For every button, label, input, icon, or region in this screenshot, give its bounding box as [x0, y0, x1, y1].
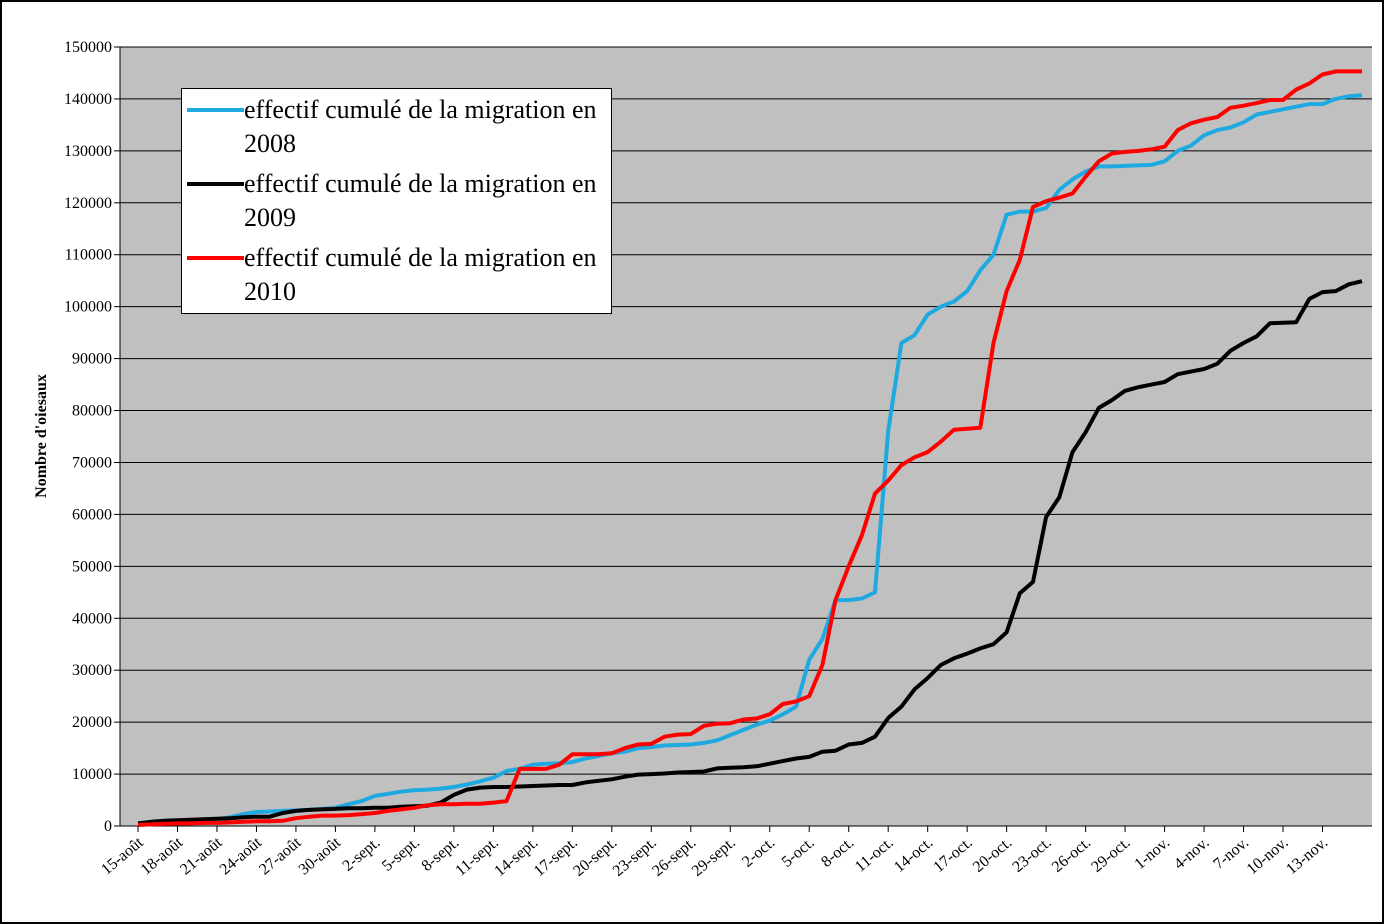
y-tick-label: 50000 — [72, 558, 112, 575]
y-tick-label: 130000 — [64, 143, 112, 160]
y-tick-label: 70000 — [72, 454, 112, 471]
y-tick-label: 20000 — [72, 714, 112, 731]
series-line — [137, 69, 1362, 827]
y-tick-label: 140000 — [64, 91, 112, 108]
y-tick-label: 110000 — [65, 247, 112, 264]
y-tick-label: 100000 — [64, 299, 112, 316]
y-tick-label: 90000 — [72, 351, 112, 368]
series-line — [137, 93, 1363, 826]
y-tick-label: 10000 — [72, 766, 112, 783]
legend-swatch — [187, 182, 244, 186]
legend: effectif cumulé de la migration en 2008 e… — [181, 88, 612, 314]
y-tick-label: 80000 — [72, 403, 112, 420]
y-tick-label: 150000 — [64, 39, 112, 56]
y-tick-label: 30000 — [72, 662, 112, 679]
series-line — [137, 279, 1363, 826]
y-tick-label: 40000 — [72, 610, 112, 627]
legend-label: effectif cumulé de la migration en 2009 — [244, 169, 597, 232]
legend-swatch — [187, 256, 244, 260]
legend-label: effectif cumulé de la migration en 2008 — [244, 95, 597, 158]
legend-swatch — [187, 108, 244, 112]
y-tick-label: 120000 — [64, 195, 112, 212]
legend-item: effectif cumulé de la migration en 2009 — [182, 167, 611, 237]
legend-item: effectif cumulé de la migration en 2008 — [182, 93, 611, 163]
y-axis-label: Nombre d'oiesaux — [33, 374, 50, 498]
y-tick-label: 60000 — [72, 506, 112, 523]
legend-label: effectif cumulé de la migration en 2010 — [244, 243, 597, 306]
legend-item: effectif cumulé de la migration en 2010 — [182, 241, 611, 311]
y-tick-label: 0 — [104, 818, 112, 835]
